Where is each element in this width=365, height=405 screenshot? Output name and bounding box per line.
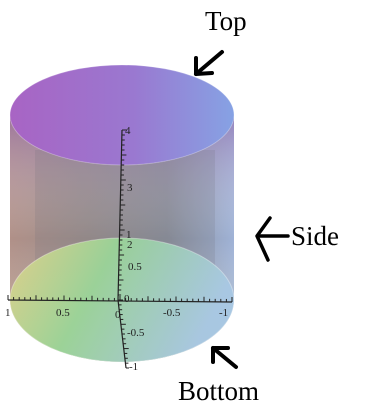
z-tick-1: 1 (126, 229, 132, 241)
z-tick-3: 3 (127, 182, 133, 194)
x-tick-0: 0 (115, 309, 121, 321)
label-top: Top (205, 6, 247, 36)
label-side: Side (291, 221, 339, 251)
cylinder (9, 64, 235, 363)
y-tick-neg0.5: -0.5 (127, 327, 145, 339)
z-tick-4: 4 (125, 125, 131, 137)
z-tick-0.5: 0.5 (128, 261, 142, 273)
z-tick-labels: 4 3 2 1 0.5 0 (124, 125, 142, 305)
z-tick-0: 0 (124, 293, 130, 305)
y-tick-neg1: -1 (129, 361, 138, 373)
cylinder-top-face (10, 65, 234, 165)
tick-marks (7, 129, 233, 369)
z-tick-2: 2 (127, 239, 133, 251)
x-tick-neg1: -1 (219, 307, 228, 319)
arrow-side-icon (255, 216, 290, 262)
x-tick-labels: 1 0.5 0 -0.5 -1 (5, 307, 228, 321)
x-tick-0.5: 0.5 (56, 307, 70, 319)
arrow-bottom-icon (211, 346, 238, 369)
arrow-top-icon (194, 50, 224, 76)
y-tick-labels: -0.5 -1 (127, 327, 145, 373)
label-bottom: Bottom (178, 376, 259, 405)
x-tick-1: 1 (5, 307, 11, 319)
x-tick-neg0.5: -0.5 (163, 307, 181, 319)
cylinder-inner-band (35, 150, 215, 270)
